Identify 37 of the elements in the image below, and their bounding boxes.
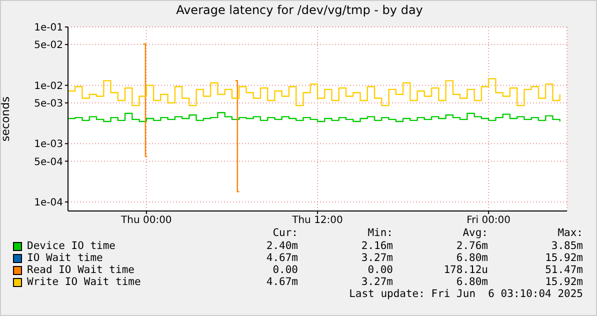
chart-title: Average latency for /dev/vg/tmp - by day bbox=[175, 3, 424, 17]
legend-label: Write IO Wait time bbox=[27, 276, 141, 288]
text: 2.16m bbox=[360, 240, 393, 252]
y-tick-label: 1e-01 bbox=[34, 22, 63, 34]
text: 6.80m bbox=[455, 252, 488, 264]
text: 4.67m bbox=[265, 276, 298, 288]
x-tick-label: Thu 12:00 bbox=[291, 215, 343, 226]
text: 3.85m bbox=[550, 240, 583, 252]
text: 3.27m bbox=[360, 276, 393, 288]
text: Last update: Fri Jun 6 03:10:04 2025 bbox=[348, 288, 583, 300]
text: 2.76m bbox=[455, 240, 488, 252]
y-tick-label: 5e-02 bbox=[34, 40, 63, 52]
text: Min: bbox=[366, 227, 393, 240]
y-tick-label: 1e-03 bbox=[34, 139, 63, 150]
text: 0.00 bbox=[366, 264, 393, 276]
x-tick-label: Thu 00:00 bbox=[120, 215, 172, 226]
y-axis-title: seconds bbox=[0, 96, 12, 142]
text: Max: bbox=[556, 227, 583, 240]
text: 15.92m bbox=[544, 252, 583, 264]
text: Avg: bbox=[462, 227, 488, 240]
y-tick-label: 1e-04 bbox=[34, 198, 63, 209]
text: 15.92m bbox=[544, 276, 583, 288]
text: 4.67m bbox=[265, 252, 298, 264]
text: 178.12u bbox=[442, 264, 488, 276]
x-tick-label: Fri 00:00 bbox=[466, 215, 511, 226]
text: 51.47m bbox=[544, 264, 583, 276]
y-tick-label: 1e-02 bbox=[34, 80, 63, 92]
y-tick-label: 5e-03 bbox=[34, 98, 63, 110]
text: 3.27m bbox=[360, 252, 393, 264]
text: Cur: bbox=[272, 227, 298, 240]
legend-label: Read IO Wait time bbox=[27, 264, 134, 276]
text: 2.40m bbox=[265, 240, 298, 252]
legend-label: IO Wait time bbox=[27, 252, 103, 264]
text: 6.80m bbox=[455, 276, 488, 288]
text: 0.00 bbox=[272, 264, 298, 276]
y-tick-label: 5e-04 bbox=[34, 156, 63, 168]
legend-label: Device IO time bbox=[27, 240, 116, 252]
